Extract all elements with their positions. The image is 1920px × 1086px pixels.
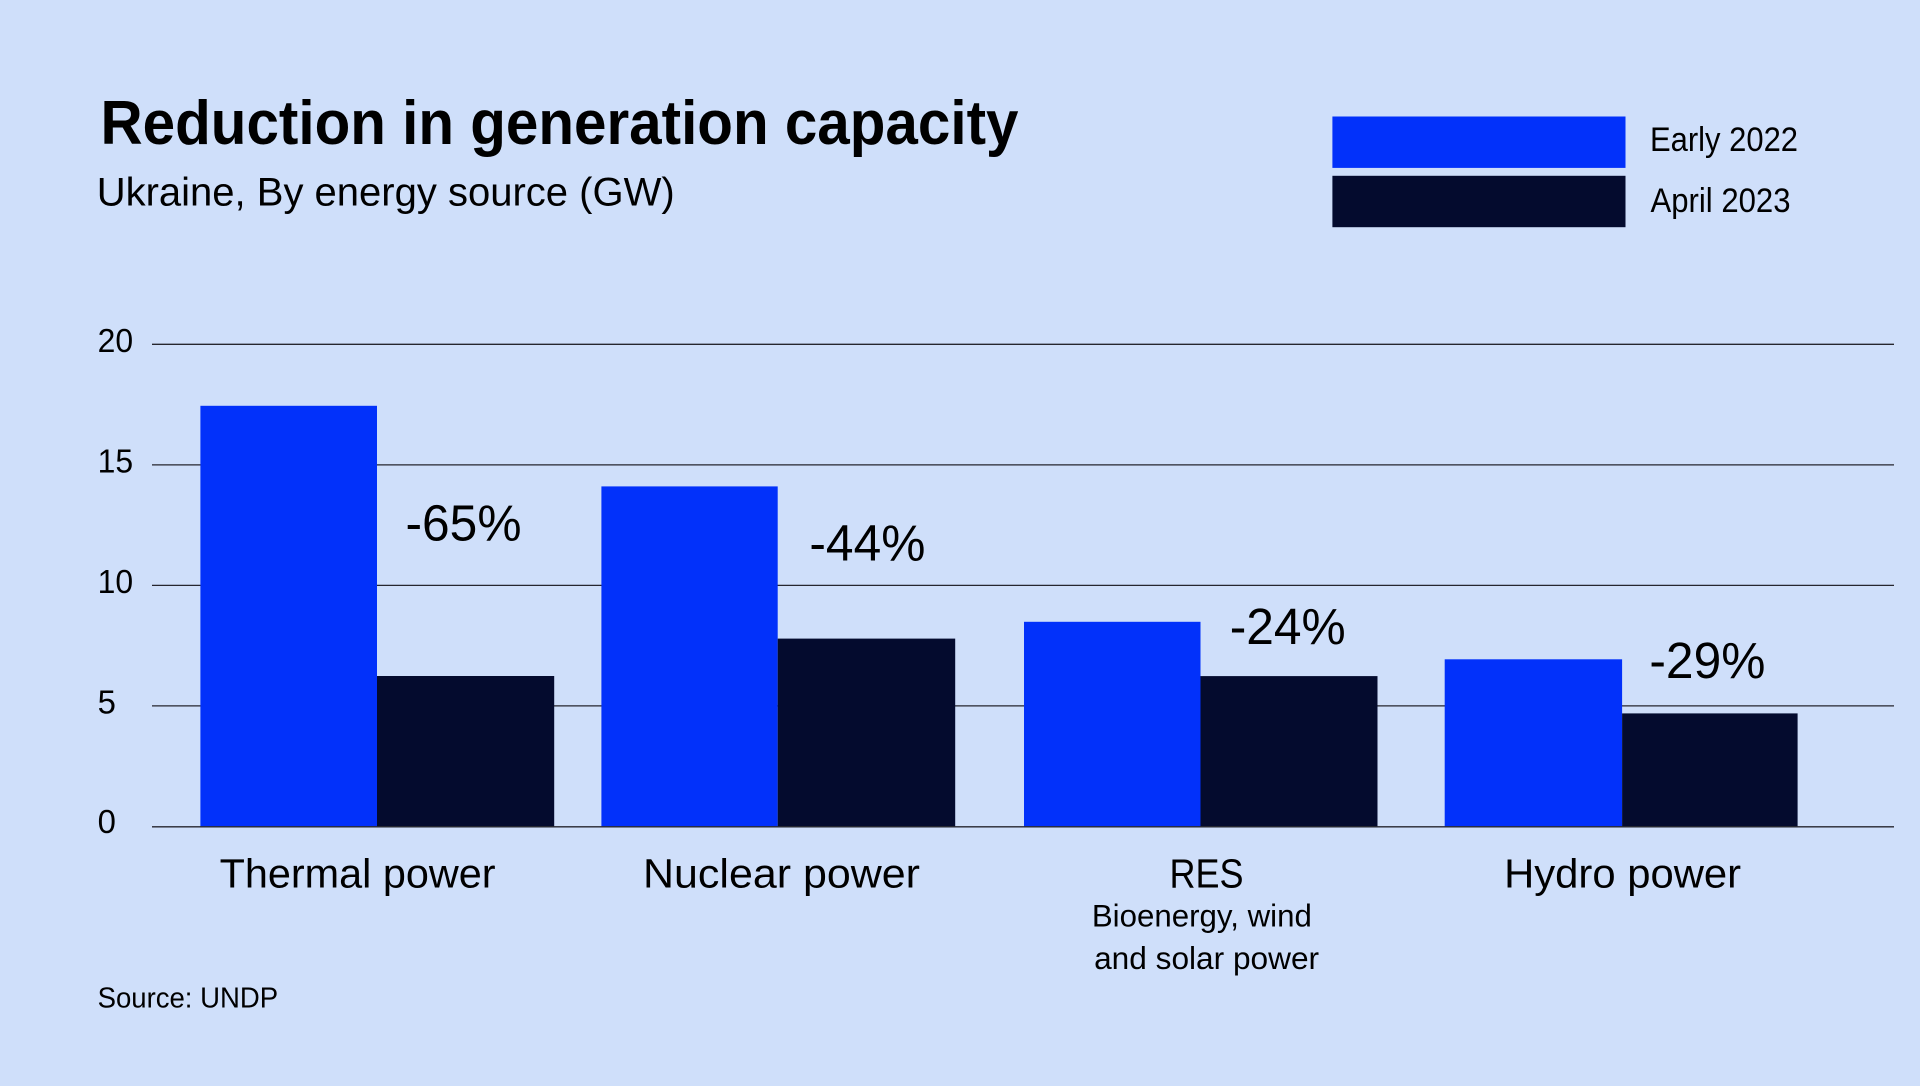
svg-text:Ukraine, By energy source (GW): Ukraine, By energy source (GW) — [97, 171, 675, 215]
svg-text:Hydro power: Hydro power — [1504, 851, 1741, 897]
svg-text:-65%: -65% — [406, 495, 522, 552]
svg-text:-24%: -24% — [1230, 598, 1346, 655]
svg-text:0: 0 — [98, 803, 116, 840]
svg-text:Source: UNDP: Source: UNDP — [98, 983, 279, 1015]
svg-text:15: 15 — [98, 443, 134, 480]
svg-text:April 2023: April 2023 — [1651, 182, 1791, 220]
svg-text:Thermal power: Thermal power — [220, 851, 496, 897]
svg-text:Bioenergy, wind: Bioenergy, wind — [1092, 898, 1312, 934]
svg-text:RES: RES — [1170, 851, 1244, 897]
svg-text:Early 2022: Early 2022 — [1650, 121, 1798, 159]
svg-text:Reduction in generation capaci: Reduction in generation capacity — [101, 89, 1019, 158]
svg-text:-29%: -29% — [1649, 632, 1765, 689]
svg-text:5: 5 — [98, 684, 116, 721]
svg-text:Nuclear power: Nuclear power — [643, 851, 920, 897]
svg-text:10: 10 — [98, 563, 134, 600]
svg-text:and solar power: and solar power — [1094, 940, 1319, 976]
svg-text:-44%: -44% — [809, 514, 925, 571]
svg-text:20: 20 — [98, 322, 134, 359]
